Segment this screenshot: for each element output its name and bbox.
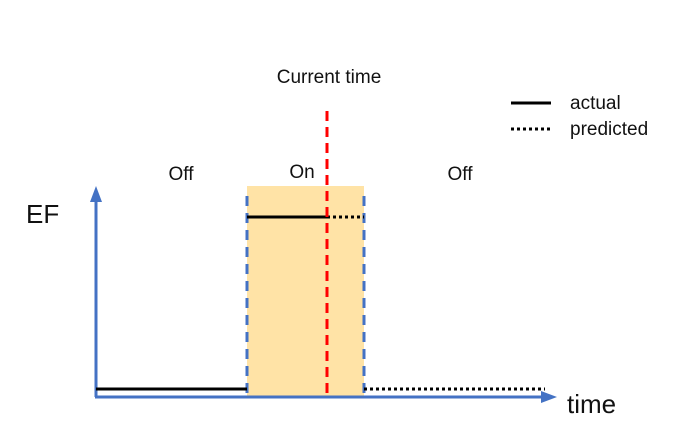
on-period-region [247, 186, 364, 396]
off-after-label: Off [448, 164, 474, 185]
x-axis-label: time [567, 389, 616, 419]
current-time-label: Current time [277, 67, 382, 88]
y-axis-arrowhead [90, 186, 102, 202]
y-axis-label: EF [26, 199, 59, 229]
off-before-label: Off [169, 164, 195, 185]
legend-actual-label: actual [570, 93, 621, 114]
legend: actual predicted [511, 93, 648, 140]
on-label: On [289, 162, 314, 183]
x-axis-arrowhead [541, 391, 557, 403]
legend-predicted-label: predicted [570, 119, 648, 140]
